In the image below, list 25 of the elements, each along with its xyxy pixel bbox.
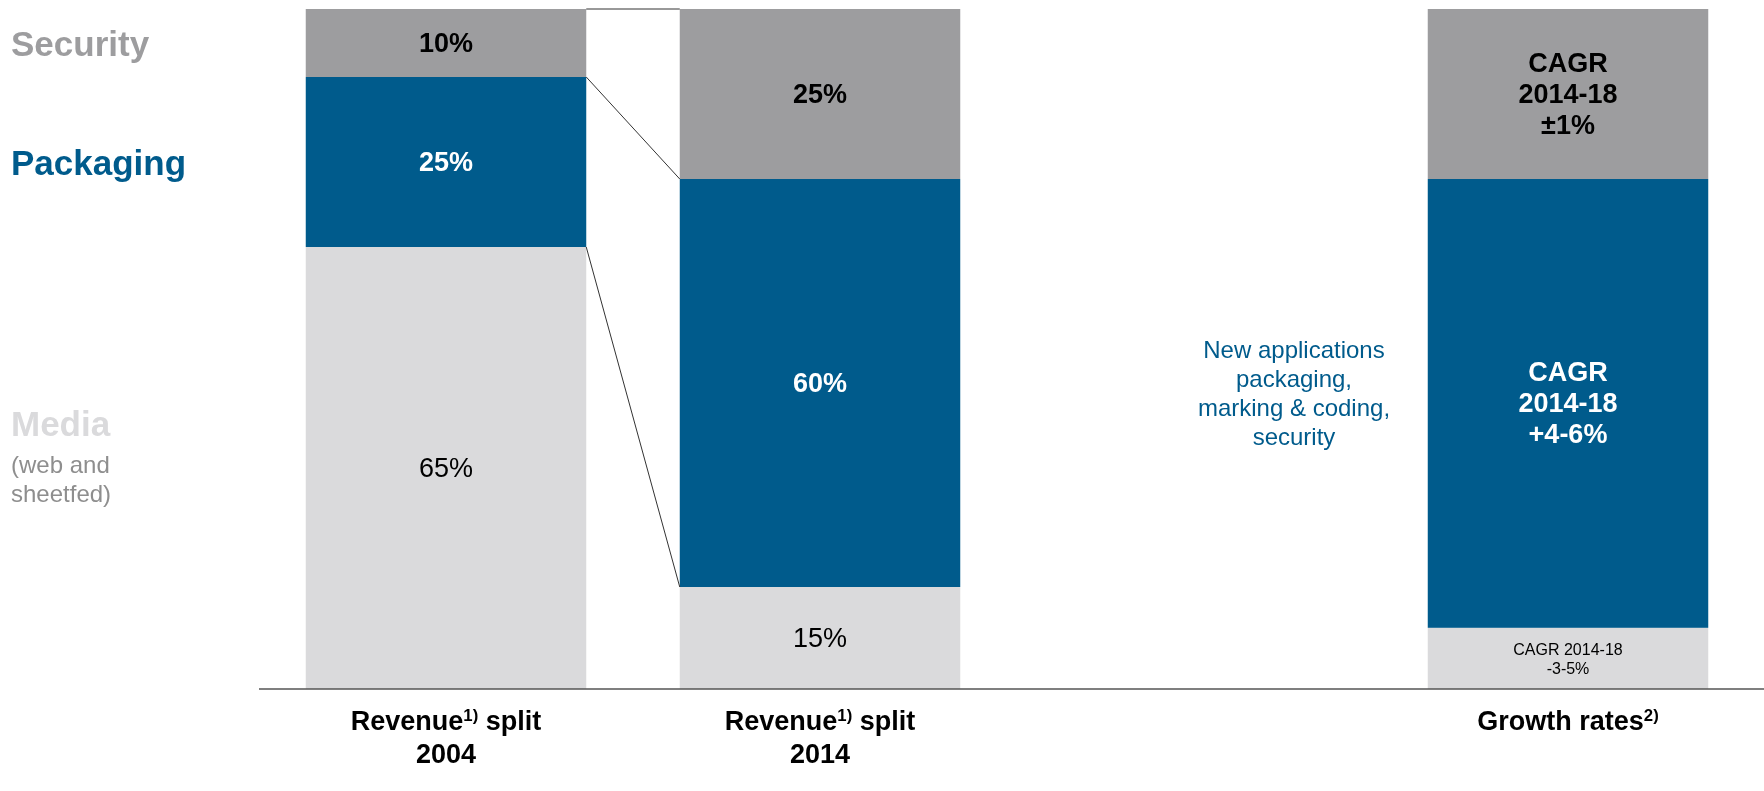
data-label: 65% — [418, 453, 474, 483]
bar — [679, 179, 961, 587]
annotation: CAGR 2014-18 ±1% — [1518, 47, 1618, 141]
bar — [305, 9, 587, 77]
bar — [305, 77, 587, 247]
bar — [679, 9, 961, 179]
annotation: CAGR 2014-18 +4-6% — [1518, 357, 1618, 450]
text: Packaging — [11, 142, 187, 182]
bar — [1427, 9, 1709, 179]
x-tick-label: Growth rates$^{2)}$ — [1477, 705, 1659, 736]
data-label: 25% — [418, 147, 474, 177]
bar — [1427, 179, 1709, 628]
bar — [679, 587, 961, 689]
data-label: 15% — [792, 623, 848, 653]
text: Security — [11, 23, 150, 63]
annotation: New applications packaging, marking & coding, security — [1197, 336, 1391, 450]
data-label: 25% — [792, 79, 848, 109]
bar — [305, 247, 587, 689]
data-label: 60% — [792, 368, 848, 398]
data-label: 10% — [418, 28, 474, 58]
bar — [1427, 627, 1709, 689]
text: (web and sheetfed) — [11, 451, 112, 507]
annotation: CAGR 2014-18 -3-5% — [1513, 640, 1623, 677]
x-tick-label: Revenue$^{1)}$ split 2014 — [724, 705, 916, 769]
x-tick-label: Revenue$^{1)}$ split 2004 — [350, 705, 542, 769]
